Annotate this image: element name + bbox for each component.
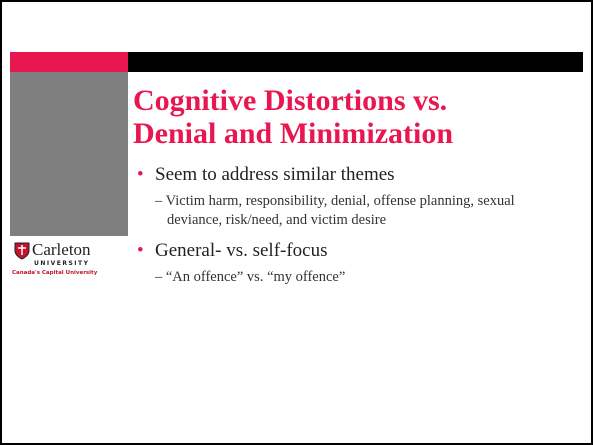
red-bar: [10, 52, 128, 72]
sub-bullet-text: “An offence” vs. “my offence”: [165, 269, 346, 285]
gray-block: [10, 72, 128, 236]
bullet-dot: •: [137, 164, 144, 185]
logo-shield: [14, 242, 30, 260]
logo-sub: UNIVERSITY: [34, 260, 90, 267]
title-line: Cognitive Distortions vs.: [133, 84, 448, 117]
black-bar: [128, 52, 583, 72]
title-line: Denial and Minimization: [133, 117, 454, 150]
slide-title: Cognitive Distortions vs. Denial and Min…: [133, 84, 453, 150]
bullets: • Seem to address similar themes – Victim …: [133, 164, 563, 297]
bullet: • General- vs. self-focus: [133, 240, 563, 262]
logo-name: Carleton: [32, 240, 91, 259]
logo-tagline: Canada's Capital University: [12, 270, 98, 276]
bullet: • Seem to address similar themes: [133, 164, 563, 186]
sub-bullet: – “An offence” vs. “my offence”: [155, 269, 346, 285]
bullet-text: Seem to address similar themes: [155, 164, 395, 185]
sub-bullet: – Victim harm, responsibility, denial, o…: [155, 193, 515, 228]
sub-bullet-text: Victim harm, responsibility, denial, off…: [165, 193, 515, 228]
bullet-dot: •: [137, 240, 144, 261]
bullet-text: General- vs. self-focus: [155, 240, 328, 261]
